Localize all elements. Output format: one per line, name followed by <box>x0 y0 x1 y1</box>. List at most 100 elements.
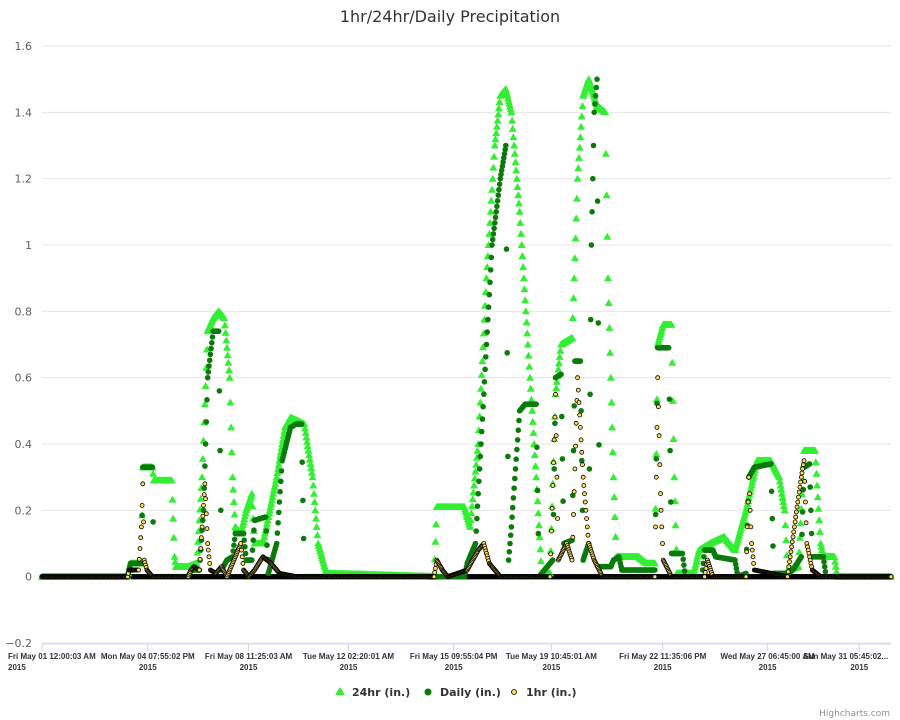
data-point <box>507 532 514 538</box>
data-point <box>831 562 840 570</box>
legend-circle-icon <box>424 688 432 696</box>
data-point <box>474 515 480 522</box>
data-point <box>497 175 504 182</box>
data-point <box>472 453 481 461</box>
series-1hr-in <box>39 375 894 580</box>
data-point <box>681 568 688 574</box>
data-point <box>510 495 517 501</box>
data-point <box>466 516 475 523</box>
x-tick-label: Tue May 12 02:20:01 AM <box>303 652 394 661</box>
data-point <box>528 406 537 414</box>
x-tick-year: 2015 <box>850 663 868 672</box>
data-point <box>264 542 270 548</box>
data-point <box>568 333 577 341</box>
data-point <box>136 567 142 573</box>
data-point <box>150 519 156 525</box>
data-point <box>791 529 797 535</box>
data-point <box>514 437 521 443</box>
data-point <box>799 531 805 538</box>
y-tick-label: 0.6 <box>15 372 33 385</box>
data-point <box>200 513 206 519</box>
data-point <box>534 509 543 517</box>
data-point <box>509 514 515 520</box>
data-point <box>472 460 481 468</box>
data-point <box>797 484 803 490</box>
data-point <box>204 526 210 531</box>
data-point <box>671 521 680 529</box>
data-point <box>484 329 491 335</box>
data-point <box>492 129 501 137</box>
y-tick-label: 0.8 <box>15 305 33 318</box>
data-point <box>822 568 829 575</box>
data-point <box>590 142 597 149</box>
data-point <box>230 510 239 518</box>
data-point <box>169 533 178 541</box>
data-point <box>781 521 790 529</box>
data-point <box>536 545 545 553</box>
data-point <box>476 478 482 485</box>
data-point <box>477 370 486 378</box>
data-point <box>203 345 211 353</box>
series-daily-in <box>39 76 894 580</box>
data-point <box>248 502 257 510</box>
data-point <box>591 109 597 116</box>
legend-item[interactable]: 24hr (in.) <box>335 686 410 699</box>
data-point <box>479 343 488 351</box>
data-point <box>818 546 826 554</box>
data-point <box>672 545 681 553</box>
data-point <box>481 391 487 398</box>
data-point <box>798 474 804 480</box>
data-point <box>223 343 231 351</box>
x-tick-year: 2015 <box>340 663 358 672</box>
data-point <box>701 554 707 560</box>
data-point <box>747 491 752 497</box>
legend-item[interactable]: 1hr (in.) <box>511 686 577 699</box>
data-point <box>503 246 510 252</box>
data-point <box>504 350 511 356</box>
data-point <box>493 116 502 124</box>
data-point <box>515 207 524 215</box>
data-point <box>821 558 827 565</box>
data-point <box>808 530 815 537</box>
y-tick-label: 1.6 <box>15 40 33 53</box>
data-point <box>301 424 309 432</box>
data-point <box>582 499 588 505</box>
x-tick-label: Fri May 01 12:00:03 AM <box>8 652 96 661</box>
data-point <box>554 365 563 373</box>
credits-link[interactable]: Highcharts.com <box>819 709 890 719</box>
data-point <box>575 143 584 151</box>
data-point <box>466 522 474 530</box>
data-point <box>812 469 821 477</box>
data-point <box>552 377 561 385</box>
data-point <box>478 441 484 447</box>
data-point <box>141 519 146 525</box>
data-point <box>489 236 496 243</box>
data-point <box>595 320 602 326</box>
data-point <box>572 466 578 472</box>
data-point <box>206 363 212 369</box>
data-point <box>777 485 786 493</box>
data-point <box>251 527 257 533</box>
data-point <box>220 321 229 329</box>
data-point <box>743 574 749 580</box>
data-point <box>240 530 247 537</box>
data-point <box>792 519 798 525</box>
x-tick-label: Fri May 22 11:35:06 PM <box>619 652 706 661</box>
data-point <box>577 122 586 130</box>
data-point <box>469 488 478 496</box>
data-point <box>652 511 659 518</box>
y-tick-label: 0 <box>25 571 32 584</box>
data-point <box>221 328 230 336</box>
data-point <box>579 449 585 455</box>
data-point <box>667 320 676 328</box>
data-point <box>535 521 543 529</box>
legend-item[interactable]: Daily (in.) <box>424 686 501 699</box>
data-point <box>516 417 522 424</box>
data-point <box>515 427 522 434</box>
data-point <box>534 487 541 494</box>
data-point <box>533 497 542 505</box>
data-point <box>594 198 601 204</box>
data-point <box>609 473 618 481</box>
data-point <box>202 463 208 469</box>
